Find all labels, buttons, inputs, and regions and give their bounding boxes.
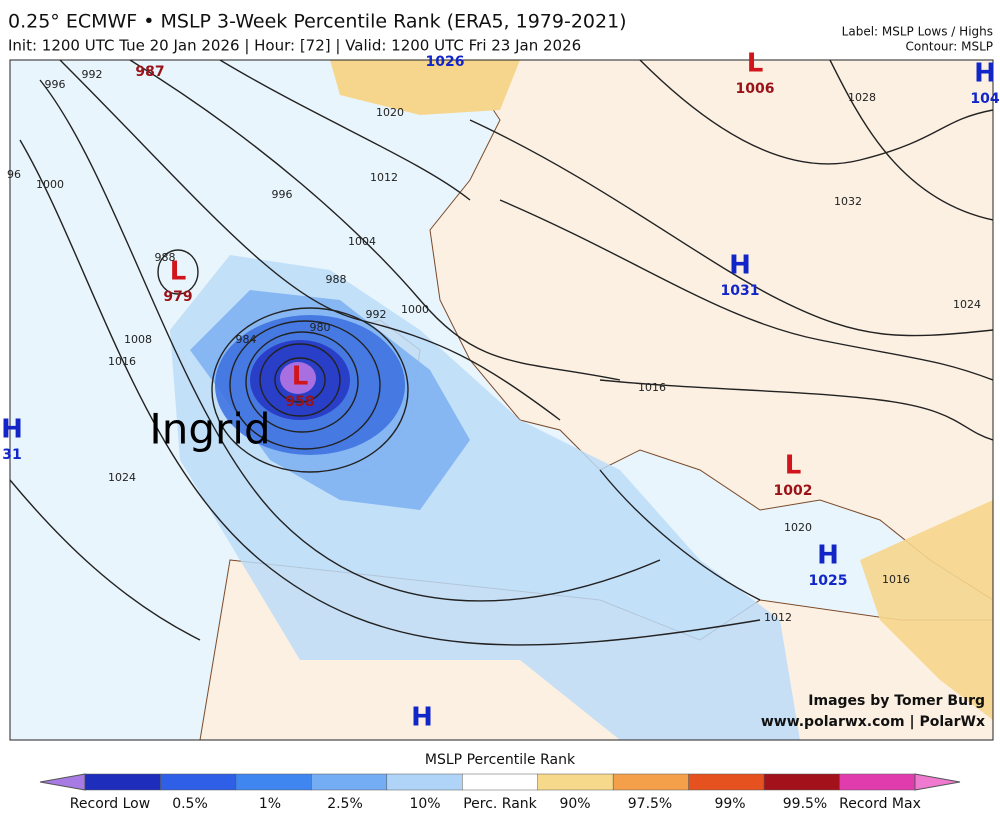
- colorbar-swatch: [612, 773, 689, 791]
- contour-label: 1000: [401, 303, 429, 316]
- colorbar-label: Perc. Rank: [463, 796, 537, 812]
- center-letter: L: [785, 451, 802, 481]
- contour-label: 1016: [638, 381, 666, 394]
- contour-label: 992: [366, 308, 387, 321]
- contour-label: 1012: [370, 171, 398, 184]
- center-letter: H: [974, 59, 996, 89]
- colorbar-label: 10%: [409, 796, 440, 812]
- center-value: 987: [135, 64, 164, 80]
- contour-label: 1024: [108, 471, 136, 484]
- contour-label: 1032: [834, 195, 862, 208]
- center-value: 104: [970, 91, 999, 107]
- contour-label: 1000: [36, 178, 64, 191]
- credit: Images by Tomer Burg: [808, 693, 985, 709]
- colorbar-end: [914, 773, 961, 791]
- contour-info: Contour: MSLP: [906, 40, 993, 54]
- contour-label: 1016: [882, 573, 910, 586]
- center-letter: H: [1, 415, 23, 445]
- center-letter: H: [729, 251, 751, 281]
- contours: [10, 60, 993, 646]
- center-value: 979: [163, 289, 192, 305]
- contour-label: 988: [326, 273, 347, 286]
- high-anomaly-east: [860, 500, 993, 720]
- anomaly-record: [280, 362, 316, 394]
- colorbar-label: 99.5%: [783, 796, 827, 812]
- colorbar-swatch: [235, 773, 312, 791]
- colorbar-swatch: [537, 773, 614, 791]
- label-info: Label: MSLP Lows / Highs: [842, 25, 993, 39]
- center-value: 1031: [721, 283, 760, 299]
- center-letter: H: [411, 703, 433, 733]
- storm-name: Ingrid: [149, 405, 270, 454]
- colorbar-swatch: [160, 773, 237, 791]
- center-letter: L: [747, 49, 764, 79]
- contour-label: 992: [82, 68, 103, 81]
- colorbar-title: MSLP Percentile Rank: [425, 752, 576, 768]
- contour-label: 980: [310, 321, 331, 334]
- center-letter: L: [292, 362, 309, 392]
- center-value: 1002: [774, 483, 813, 499]
- colorbar-label: 99%: [714, 796, 745, 812]
- center-value: 1026: [426, 54, 465, 70]
- colorbar-swatch: [84, 773, 161, 791]
- colorbar: Record Low 0.5% 1% 2.5% 10% Perc. Rank 90% 97.5…: [39, 773, 961, 812]
- contour-label: 996: [45, 78, 66, 91]
- contour-label: 984: [236, 333, 257, 346]
- contour-label: 96: [7, 168, 21, 181]
- contour-label: 996: [272, 188, 293, 201]
- colorbar-label: 2.5%: [327, 796, 363, 812]
- title: 0.25° ECMWF • MSLP 3-Week Percentile Ran…: [8, 11, 627, 33]
- colorbar-label: Record Low: [70, 796, 150, 812]
- map: [10, 60, 993, 740]
- center-value: 31: [2, 447, 21, 463]
- colorbar-swatch: [839, 773, 916, 791]
- colorbar-swatch: [311, 773, 388, 791]
- subtitle: Init: 1200 UTC Tue 20 Jan 2026 | Hour: […: [8, 37, 581, 55]
- contour-label: 1008: [124, 333, 152, 346]
- contour-label: 1012: [764, 611, 792, 624]
- contour-label: 1028: [848, 91, 876, 104]
- center-value: 1025: [809, 573, 848, 589]
- contour-label: 988: [155, 251, 176, 264]
- high-anomaly: [330, 60, 520, 115]
- colorbar-swatch: [386, 773, 463, 791]
- colorbar-label: 1%: [259, 796, 281, 812]
- contour-label: 1024: [953, 298, 981, 311]
- colorbar-end: [39, 773, 86, 791]
- colorbar-swatch: [688, 773, 765, 791]
- center-value: 1006: [736, 81, 775, 97]
- contour-label: 1016: [108, 355, 136, 368]
- credit-url: www.polarwx.com | PolarWx: [761, 714, 985, 730]
- map-labels: 987 L 1006 H 104 1026 L 979 L 958 H 1031 H 31 L 1002 H 10…: [1, 49, 1000, 733]
- map-frame: [9, 59, 994, 741]
- contour-label: 1004: [348, 235, 376, 248]
- colorbar-label: 0.5%: [172, 796, 208, 812]
- contour-label: 1020: [784, 521, 812, 534]
- colorbar-swatch: [763, 773, 840, 791]
- colorbar-label: 97.5%: [628, 796, 672, 812]
- center-value: 958: [285, 394, 314, 410]
- center-letter: L: [170, 257, 187, 287]
- colorbar-swatch: [462, 773, 538, 791]
- contour-label: 1020: [376, 106, 404, 119]
- center-letter: H: [817, 541, 839, 571]
- colorbar-label: 90%: [559, 796, 590, 812]
- colorbar-label: Record Max: [839, 796, 921, 812]
